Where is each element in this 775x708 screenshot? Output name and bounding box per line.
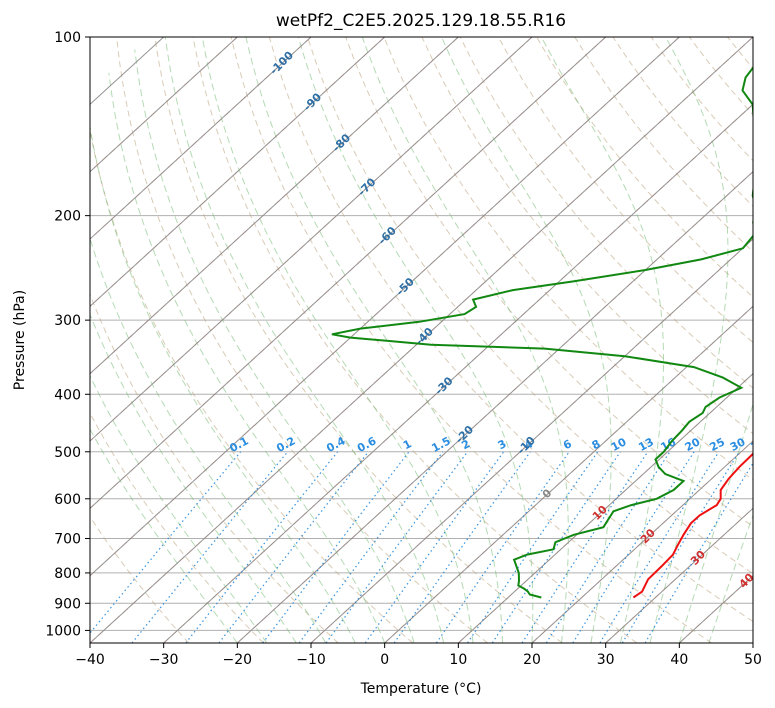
moist-adiabat — [201, 37, 474, 643]
dry-adiabat — [90, 412, 264, 643]
x-axis-label: Temperature (°C) — [360, 681, 482, 697]
temperature-trace — [632, 452, 753, 599]
x-tick-label: 0 — [380, 652, 389, 668]
background-lines: 0.10.20.40.611.52346810131620253036-100-… — [90, 37, 769, 643]
skewed-isotherm — [90, 37, 753, 643]
moist-adiabat — [164, 37, 445, 643]
skewed-isotherm — [531, 440, 753, 643]
skewed-isotherm — [384, 305, 753, 643]
moist-adiabat — [90, 236, 327, 643]
chart-title: wetPf2_C2E5.2025.129.18.55.R16 — [276, 11, 566, 31]
y-tick-label: 200 — [54, 209, 81, 225]
x-tick-label: 50 — [744, 652, 762, 668]
x-tick-label: −40 — [75, 652, 105, 668]
mixing-ratio-line — [435, 451, 570, 643]
mixing-ratio-line — [621, 451, 740, 643]
moist-adiabat — [361, 37, 569, 643]
dry-adiabat — [116, 37, 488, 643]
mixing-ratio-line — [572, 451, 695, 643]
y-tick-label: 500 — [54, 445, 81, 461]
mixing-ratio-line — [521, 451, 649, 643]
y-tick-label: 300 — [54, 313, 81, 329]
dry-adiabat — [154, 37, 563, 643]
x-tick-label: −10 — [296, 652, 326, 668]
skewed-isotherm — [457, 372, 753, 643]
mixing-ratio-line — [599, 451, 720, 643]
moist-adiabat — [90, 428, 238, 643]
moist-adiabat — [540, 37, 664, 643]
y-tick-label: 600 — [54, 492, 81, 508]
mixing-ratio-line — [644, 462, 753, 643]
skewed-isotherm — [90, 37, 607, 510]
plot-area: 0.10.20.40.611.52346810131620253036-100-… — [90, 37, 769, 643]
mixing-ratio-label: 36 — [749, 435, 769, 454]
skewed-isotherm — [90, 37, 386, 308]
skewed-isotherm — [236, 170, 753, 643]
axis-ticks: −40 −30 −20 −10 0 10 20 30 40 50 100 200 300 400 500 60… — [45, 30, 762, 668]
moist-adiabat — [297, 37, 534, 643]
mixing-ratio-line — [262, 451, 410, 643]
mixing-ratio-line — [131, 451, 289, 643]
moist-adiabat — [245, 37, 503, 643]
y-tick-label: 1000 — [45, 623, 81, 639]
dry-adiabat — [536, 37, 753, 298]
skewed-isotherm — [90, 37, 312, 240]
y-tick-label: 400 — [54, 387, 81, 403]
moist-adiabat — [134, 49, 415, 643]
dry-adiabat — [192, 37, 638, 643]
plot-frame — [89, 36, 754, 644]
mixing-ratio-line — [298, 451, 444, 643]
x-tick-label: 40 — [670, 652, 688, 668]
moist-adiabat — [708, 513, 753, 643]
y-tick-label: 700 — [54, 532, 81, 548]
dry-adiabat — [307, 37, 753, 575]
y-tick-label: 800 — [54, 566, 81, 582]
mixing-ratio-line — [545, 451, 671, 643]
mixing-ratio-line — [491, 451, 621, 643]
moist-adiabat — [90, 313, 297, 643]
x-tick-label: 30 — [597, 652, 615, 668]
mixing-ratio-line — [185, 451, 339, 643]
skewed-isotherm — [90, 37, 238, 173]
y-tick-label: 100 — [54, 30, 81, 46]
skewed-isotherm — [90, 37, 459, 375]
mixing-ratio-label: 30 — [728, 435, 748, 454]
moist-adiabat — [90, 123, 356, 643]
dry-adiabat — [90, 127, 414, 643]
dry-adiabat — [90, 292, 339, 643]
skewed-isotherm — [90, 37, 680, 577]
mixing-ratio-label: 20 — [683, 435, 703, 454]
skewed-isotherm — [90, 37, 533, 442]
skewed-isotherm — [310, 238, 753, 643]
skewed-isotherm — [605, 507, 753, 643]
mixing-ratio-label: 13 — [636, 435, 656, 454]
moist-adiabat — [108, 72, 386, 643]
dry-adiabat — [90, 515, 190, 643]
mixing-ratio-label: 25 — [707, 435, 727, 454]
x-tick-label: −30 — [149, 652, 179, 668]
skewed-isotherm — [163, 103, 753, 643]
moist-adiabat — [678, 402, 753, 643]
mixing-ratio-line — [466, 451, 599, 643]
mixing-ratio-line — [393, 451, 531, 643]
x-tick-label: −20 — [223, 652, 253, 668]
mixing-ratio-label: 10 — [609, 435, 629, 454]
moist-adiabat — [90, 374, 268, 643]
moist-adiabat — [649, 37, 729, 643]
dry-adiabat — [268, 37, 753, 623]
x-tick-label: 20 — [523, 652, 541, 668]
y-tick-label: 900 — [54, 596, 81, 612]
y-axis-label: Pressure (hPa) — [12, 290, 28, 390]
x-tick-label: 10 — [449, 652, 467, 668]
